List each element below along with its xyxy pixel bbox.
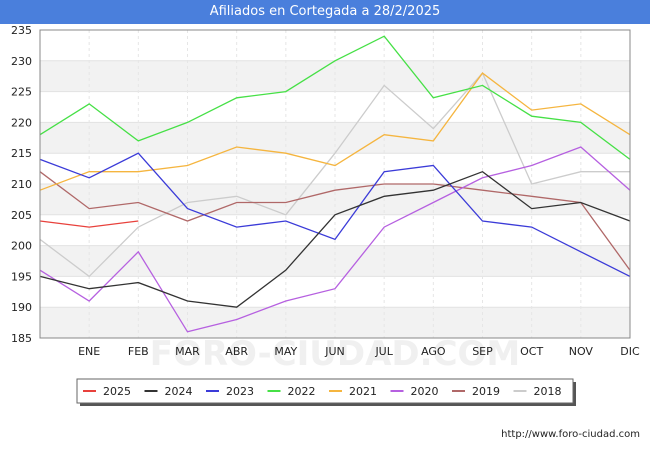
x-tick-label: ENE [78, 345, 100, 358]
y-tick-label: 205 [11, 209, 32, 222]
legend-label-2020: 2020 [411, 385, 439, 398]
y-tick-label: 200 [11, 240, 32, 253]
series-line-2019 [39, 171, 631, 271]
legend-label-2019: 2019 [472, 385, 500, 398]
x-tick-label: NOV [569, 345, 594, 358]
y-tick-label: 185 [11, 332, 32, 345]
series-lines [39, 35, 631, 333]
source-url: http://www.foro-ciudad.com [501, 429, 640, 440]
legend: 2025 2024 2023 2022 2021 2020 2019 2018 [76, 378, 576, 406]
legend-label-2022: 2022 [288, 385, 316, 398]
y-tick-label: 190 [11, 301, 32, 314]
legend-box [76, 378, 574, 404]
series-line-2018 [39, 71, 630, 278]
legend-label-2018: 2018 [534, 385, 562, 398]
x-tick-label: FEB [128, 345, 149, 358]
y-tick-label: 215 [11, 147, 32, 160]
y-tick-label: 235 [11, 24, 32, 37]
x-tick-label: MAR [175, 345, 200, 358]
x-tick-label: ABR [225, 345, 248, 358]
x-tick-label: DIC [620, 345, 640, 358]
series-line-2021 [39, 72, 631, 191]
watermark: FORO-CIUDAD.COM [150, 334, 521, 374]
y-tick-label: 220 [11, 116, 32, 129]
y-tick-label: 195 [11, 270, 32, 283]
x-tick-label: SEP [472, 345, 493, 358]
x-tick-label: MAY [274, 345, 297, 358]
series-line-2023 [39, 152, 631, 277]
x-tick-label: OCT [520, 345, 543, 358]
x-axis-tick-labels: ENE FEB MAR ABR MAY JUN JUL AGO SEP OCT NOV DIC [78, 345, 640, 358]
y-tick-label: 230 [11, 55, 32, 68]
y-axis-tick-labels: 185 190 195 200 205 210 215 220 225 230 235 [11, 24, 32, 345]
x-tick-label: AGO [421, 345, 446, 358]
y-tick-label: 210 [11, 178, 32, 191]
legend-label-2024: 2024 [165, 385, 193, 398]
series-line-2025 [39, 220, 139, 228]
legend-label-2025: 2025 [103, 385, 131, 398]
series-line-2020 [39, 146, 631, 333]
y-tick-label: 225 [11, 86, 32, 99]
series-line-2024 [39, 170, 631, 308]
x-tick-label: JUN [324, 345, 345, 358]
legend-label-2021: 2021 [349, 385, 377, 398]
x-tick-label: JUL [374, 345, 393, 358]
legend-label-2023: 2023 [226, 385, 254, 398]
series-line-2022 [39, 35, 631, 160]
chart-title: Afiliados en Cortegada a 28/2/2025 [0, 0, 650, 24]
plot-frame [39, 29, 631, 339]
